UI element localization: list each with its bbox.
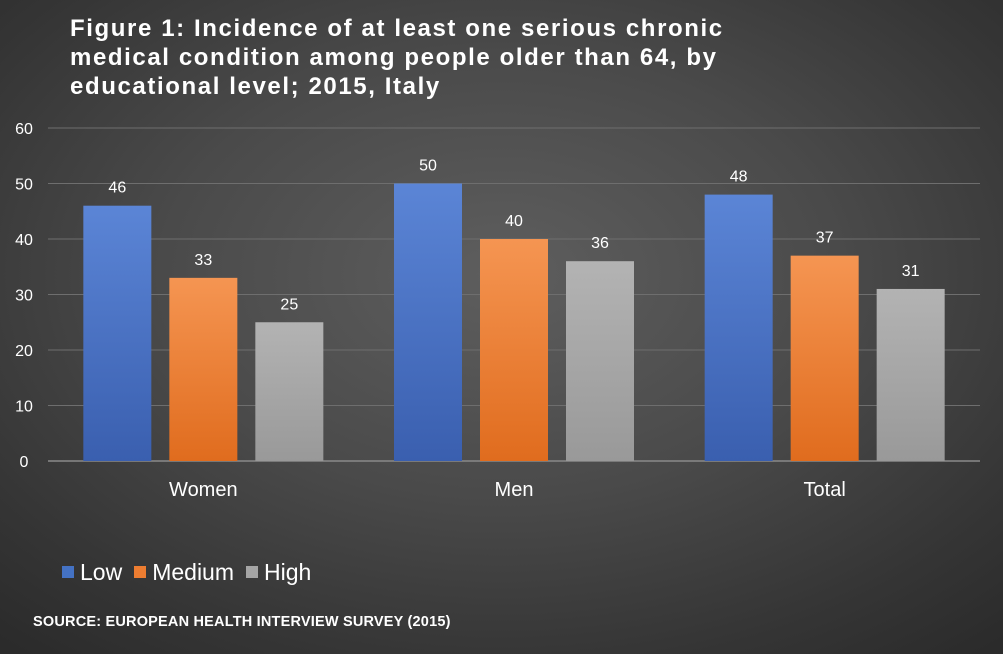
y-axis-tick-labels: 0 10 20 30 40 50 60 [15,121,33,471]
bar-high-men [566,261,634,461]
legend-item-high: High [246,558,311,586]
y-tick-label: 20 [15,343,33,360]
legend-swatch [62,566,74,578]
bar-low-total [704,194,773,461]
x-tick-label: Men [495,479,534,501]
legend-item-low: Low [62,558,122,586]
data-labels: 46 33 25 50 40 36 48 37 31 [108,158,919,314]
legend: Low Medium High [62,558,323,586]
legend-label: Low [80,559,123,585]
chart-title: Figure 1: Incidence of at least one seri… [70,15,724,100]
data-label: 25 [280,296,298,313]
bar-medium-women [169,277,238,461]
x-tick-label: Women [169,479,238,501]
y-tick-label: 0 [20,454,29,471]
data-label: 40 [505,213,523,230]
source-note: SOURCE: EUROPEAN HEALTH INTERVIEW SURVEY… [33,614,451,630]
y-tick-label: 30 [15,288,33,305]
data-label: 48 [730,169,748,186]
legend-label: Medium [152,559,235,585]
bar-medium-men [480,239,548,461]
y-tick-label: 40 [15,232,33,249]
legend-item-medium: Medium [134,558,234,586]
data-label: 50 [419,158,437,175]
bars [83,183,945,461]
legend-swatch [246,566,259,578]
bar-high-women [255,322,324,461]
bar-low-women [83,205,152,461]
data-label: 31 [902,263,920,280]
x-tick-label: Total [804,479,846,501]
x-axis-tick-labels: Women Men Total [169,479,846,501]
y-tick-label: 50 [15,177,33,194]
data-label: 46 [108,180,126,197]
data-label: 37 [816,230,834,247]
y-tick-label: 10 [15,399,33,416]
bar-high-total [876,288,945,461]
y-tick-label: 60 [15,121,33,138]
legend-label: High [264,559,312,585]
bar-medium-total [790,255,859,461]
bar-low-men [394,183,462,461]
data-label: 33 [194,252,212,269]
data-label: 36 [591,235,609,252]
legend-swatch [134,566,147,578]
